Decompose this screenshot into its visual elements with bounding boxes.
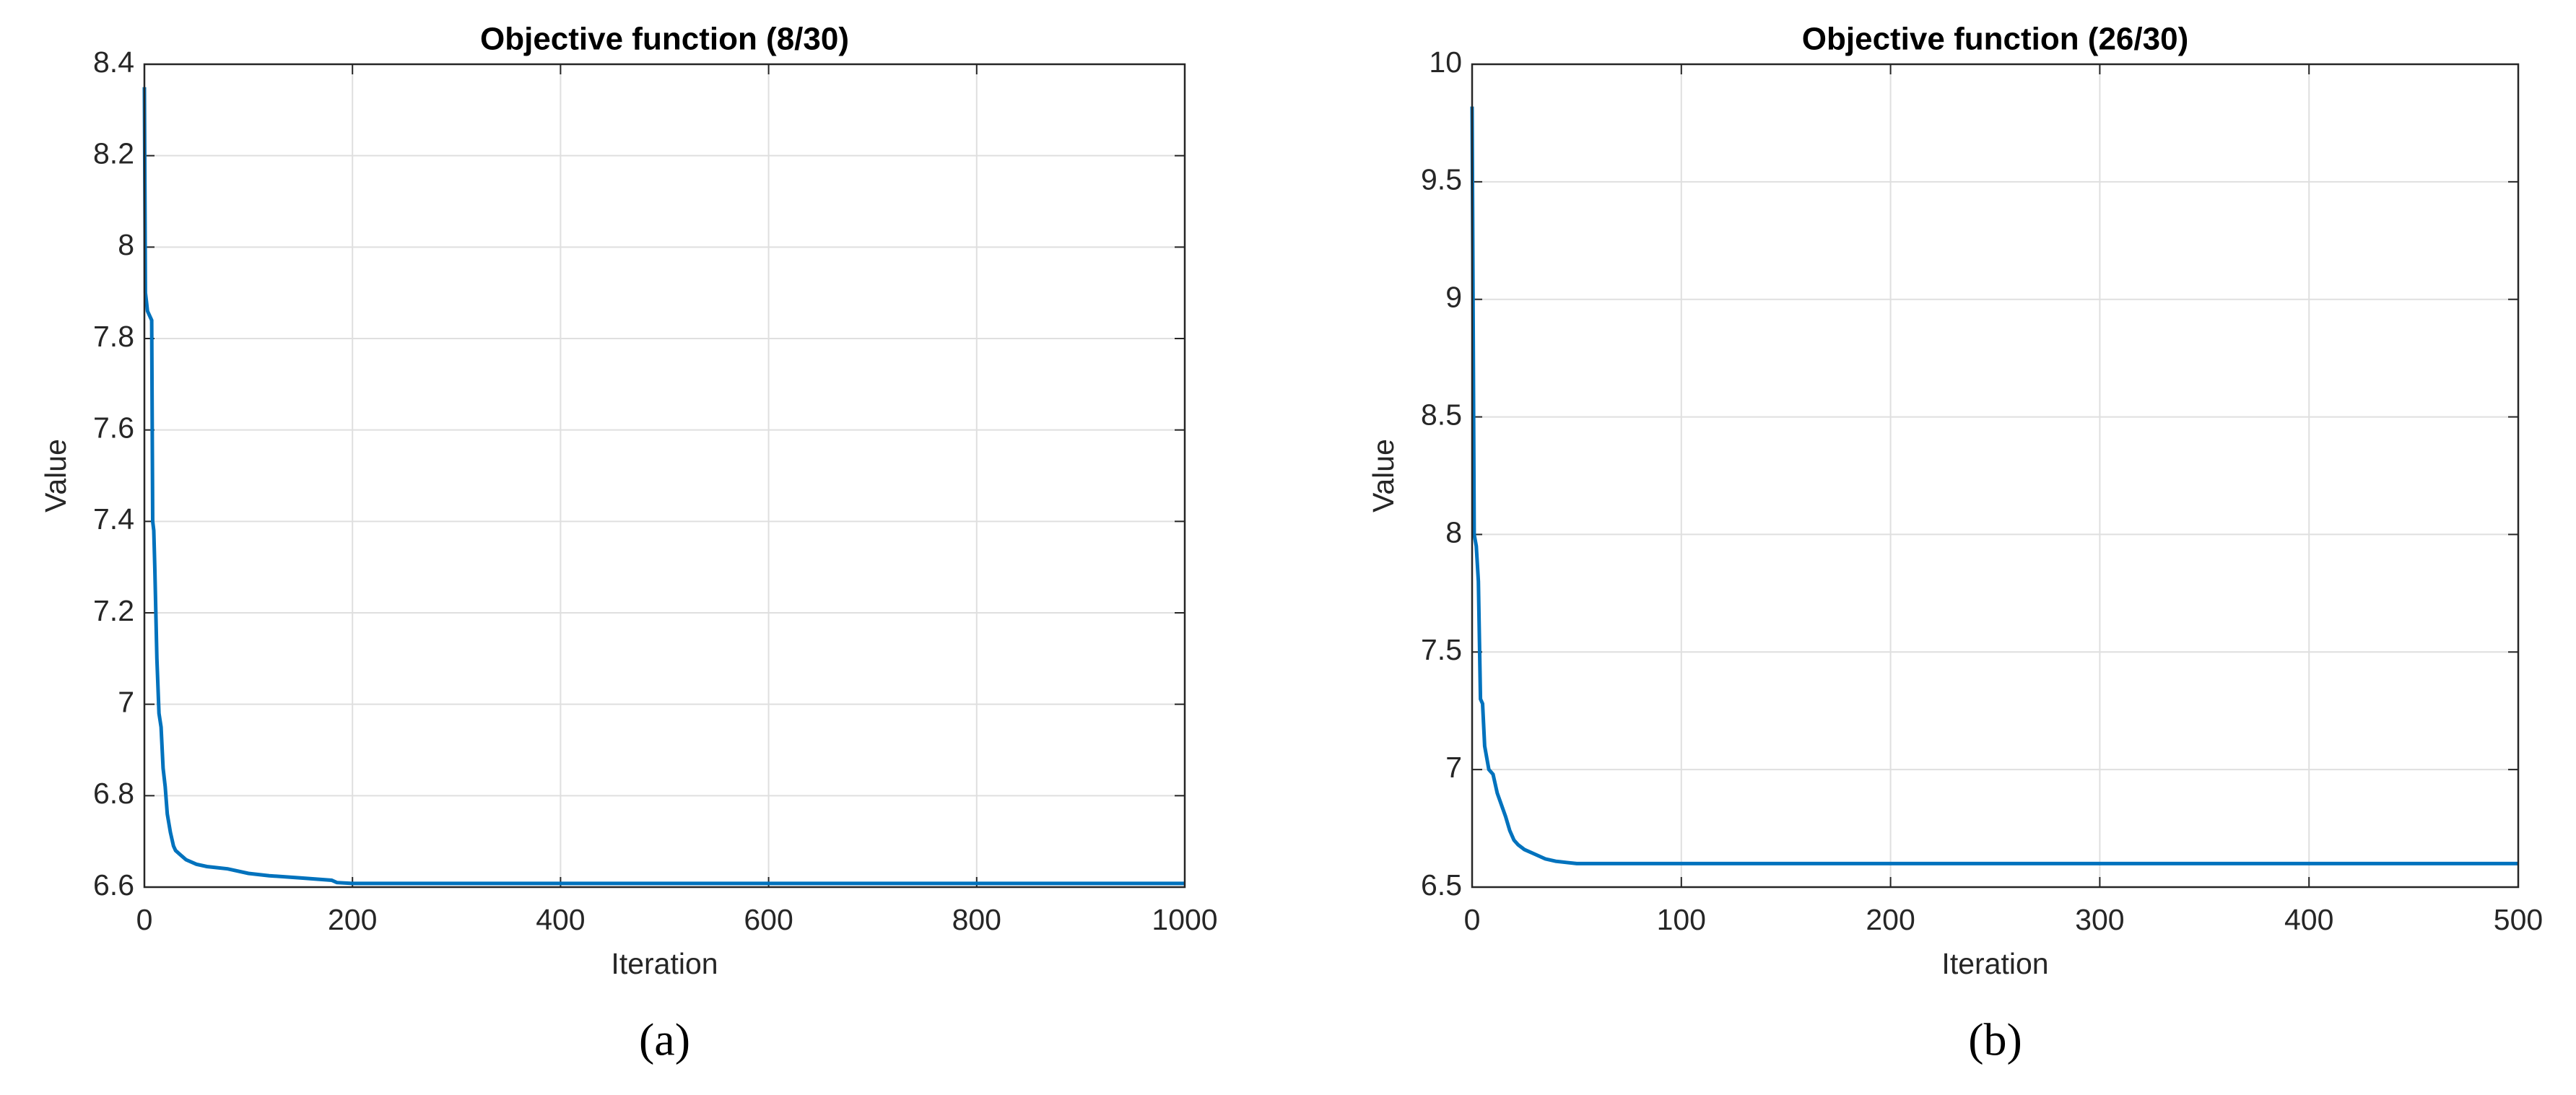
y-tick-label: 10 <box>1429 45 1462 79</box>
x-tick-label: 0 <box>136 903 153 936</box>
y-tick-label: 7.5 <box>1421 633 1462 666</box>
y-tick-label: 7.4 <box>93 502 134 536</box>
y-tick-label: 7 <box>1445 751 1462 784</box>
y-tick-label: 9 <box>1445 281 1462 314</box>
y-tick-label: 6.5 <box>1421 868 1462 902</box>
x-tick-label: 100 <box>1657 903 1706 936</box>
y-tick-label: 8 <box>1445 515 1462 549</box>
y-tick-label: 9.5 <box>1421 163 1462 196</box>
x-tick-label: 200 <box>1866 903 1915 936</box>
axes-frame <box>143 63 1186 889</box>
chart-title: Objective function (26/30) <box>1802 22 2188 57</box>
y-tick-label: 7.2 <box>93 594 134 627</box>
x-axis-label: Iteration <box>1941 947 2048 980</box>
y-tick-label: 8.5 <box>1421 398 1462 431</box>
x-tick-label: 400 <box>2284 903 2333 936</box>
y-tick-label: 7.6 <box>93 411 134 444</box>
plot-area <box>1472 64 2518 887</box>
x-tick-label: 500 <box>2494 903 2543 936</box>
y-tick-label: 8 <box>118 228 134 261</box>
y-tick-label: 7.8 <box>93 320 134 353</box>
plot-area <box>144 64 1185 887</box>
y-axis-label: Value <box>1367 439 1400 512</box>
x-tick-label: 600 <box>744 903 793 936</box>
y-axis-label: Value <box>39 439 72 512</box>
caption: (b) <box>1968 1014 2022 1065</box>
x-tick-label: 0 <box>1464 903 1481 936</box>
y-tick-label: 6.6 <box>93 868 134 902</box>
y-tick-label: 6.8 <box>93 777 134 810</box>
caption: (a) <box>639 1014 690 1065</box>
y-tick-label: 8.2 <box>93 136 134 170</box>
x-tick-label: 200 <box>328 903 377 936</box>
y-tick-label: 7 <box>118 685 134 718</box>
x-tick-label: 1000 <box>1152 903 1217 936</box>
x-axis-label: Iteration <box>611 947 718 980</box>
axes-frame <box>1471 63 2520 889</box>
x-tick-label: 800 <box>952 903 1001 936</box>
line <box>142 87 1185 886</box>
y-tick-label: 8.4 <box>93 45 134 79</box>
x-tick-label: 300 <box>2075 903 2124 936</box>
x-tick-label: 400 <box>536 903 585 936</box>
line <box>1470 106 2518 865</box>
chart-title: Objective function (8/30) <box>480 22 849 57</box>
